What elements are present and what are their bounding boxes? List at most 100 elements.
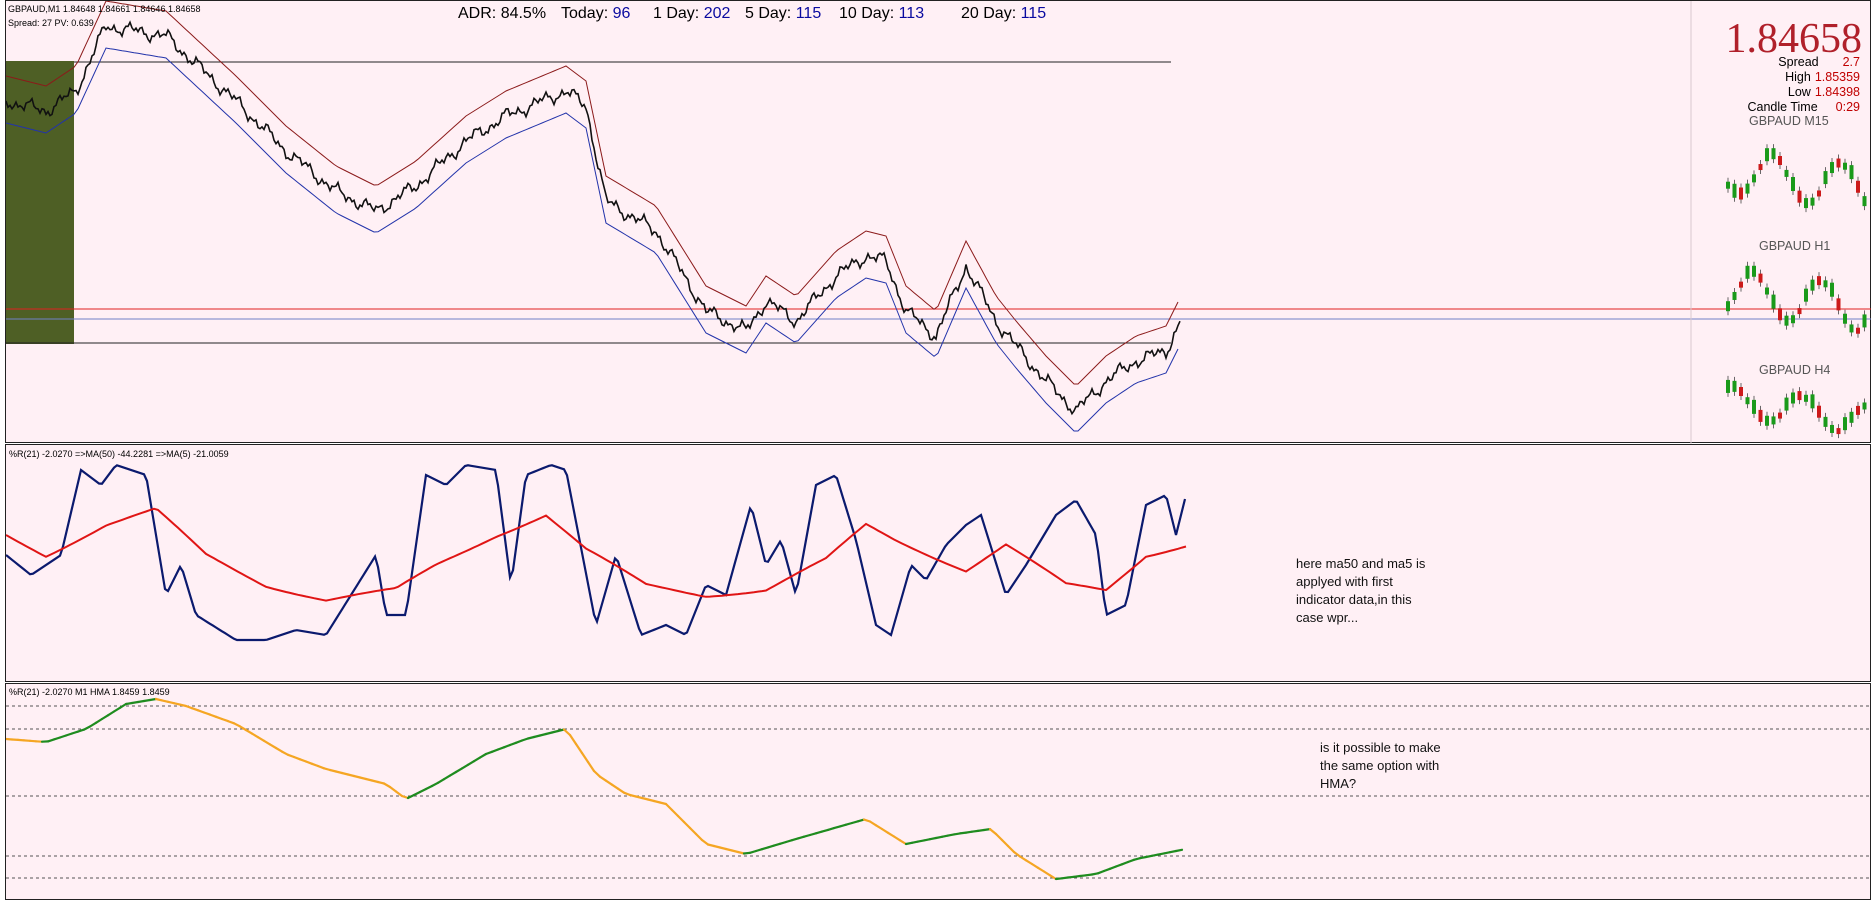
hma-segment [672,810,678,816]
hma-segment [678,816,684,822]
mini-candle [1752,266,1756,277]
mini-candle [1739,282,1743,288]
mini-candle [1778,156,1782,165]
mini-candle [1863,402,1867,409]
mini-candle [1733,184,1737,198]
mini-candle [1785,316,1789,326]
hma-segment [684,822,690,828]
mini-candle [1778,308,1782,320]
ma-line [6,509,1186,601]
mini-candle [1733,292,1737,300]
hma-segment [564,730,570,736]
hma-segment [594,771,600,777]
hma-segment [996,834,1002,840]
hma-segment [390,787,396,792]
mini-candle [1850,165,1854,179]
wpr-indicator-canvas [6,445,1871,683]
hma-segment [702,840,708,845]
hma-indicator-pane[interactable]: %R(21) -2.0270 M1 HMA 1.8459 1.8459 is i… [5,683,1871,900]
mini-candle [1850,412,1854,423]
mini-candle [1746,397,1750,404]
mini-candle [1746,266,1750,279]
hma-segment [396,792,402,797]
one-day-range: 1 Day: 202 [653,5,730,23]
mini-candle [1804,289,1808,302]
price-bars [6,22,1180,413]
hma-segment [588,762,594,771]
mini-candle [1791,393,1795,404]
tf-label-h4: GBPAUD H4 [1759,363,1830,377]
mini-candle [1759,164,1763,170]
hma-segment [570,735,576,744]
mini-candle [1850,324,1854,332]
mini-candle [1759,274,1763,283]
mini-candle [1765,148,1769,161]
mini-candle [1824,417,1828,427]
mini-candle [1778,413,1782,419]
mini-candle [1791,315,1795,323]
mini-candle [1726,301,1730,311]
mini-candle [1837,298,1841,310]
mini-candle [1856,181,1860,193]
mini-candle [1726,380,1730,393]
hma-segment [1176,850,1182,851]
mini-candle [1843,417,1847,430]
tf-label-m15: GBPAUD M15 [1749,114,1829,128]
mini-candle [1817,190,1821,196]
mini-candle [1856,328,1860,334]
mini-candle [1733,381,1737,392]
mini-candle [1804,198,1808,208]
mini-candle [1804,395,1808,402]
wpr-indicator-header: %R(21) -2.0270 =>MA(50) -44.2281 =>MA(5)… [9,449,229,459]
hma-indicator-header: %R(21) -2.0270 M1 HMA 1.8459 1.8459 [9,687,170,697]
mini-candle [1817,406,1821,418]
mini-candle [1843,163,1847,170]
mini-candle [1746,184,1750,194]
mini-candle [1863,314,1867,327]
chart-header-symbol: GBPAUD,M1 1.84648 1.84661 1.84646 1.8465… [8,4,200,14]
mini-candle [1739,387,1743,396]
mini-candle [1791,177,1795,191]
mini-candle [1817,276,1821,285]
mini-candle [1811,394,1815,408]
mini-candle [1830,283,1834,297]
mini-candle [1798,391,1802,400]
note-ma-explanation: here ma50 and ma5 is applyed with first … [1296,555,1425,627]
wpr-indicator-pane[interactable]: %R(21) -2.0270 =>MA(50) -44.2281 =>MA(5)… [5,444,1871,682]
lower-band [6,48,1178,431]
mini-candle [1765,416,1769,426]
price-chart-canvas [6,1,1871,444]
hma-segment [666,804,672,810]
mini-candle [1824,171,1828,184]
mini-candle [1798,308,1802,314]
mini-candle [1785,170,1789,177]
hma-indicator-canvas [6,684,1871,901]
mini-candle [1765,288,1769,295]
mini-candle [1830,162,1834,173]
ten-day-range: 10 Day: 113 [839,5,924,23]
mini-candle [1752,400,1756,414]
mini-candle [1856,406,1860,415]
hma-segment [990,829,996,834]
hma-segment [1008,846,1014,852]
mini-candle [1772,295,1776,309]
five-day-range: 5 Day: 115 [745,5,821,23]
mini-candle [1772,148,1776,159]
mini-candle [1785,398,1789,411]
mini-candle [1752,174,1756,182]
today-range: Today: 96 [561,5,630,23]
mini-candle [1726,182,1730,189]
mini-candle [1772,416,1776,424]
mini-candle [1739,188,1743,200]
mini-candle [1843,314,1847,324]
hma-segment [690,828,696,834]
price-chart-pane[interactable]: GBPAUD,M1 1.84648 1.84661 1.84646 1.8465… [5,0,1871,443]
mini-candle [1863,196,1867,206]
twenty-day-range: 20 Day: 115 [961,5,1046,23]
mini-candle [1837,428,1841,434]
mini-candle [1824,280,1828,287]
